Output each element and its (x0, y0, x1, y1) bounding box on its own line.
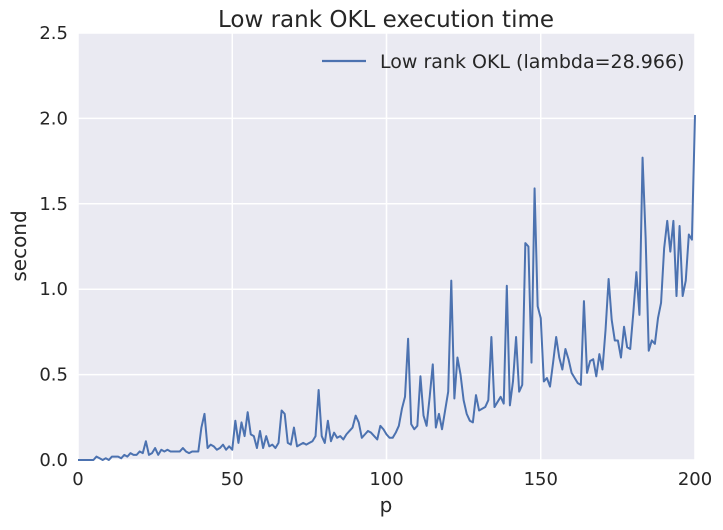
x-tick-label: 200 (678, 469, 712, 490)
y-tick-label: 0.0 (39, 450, 68, 471)
y-axis-label: second (7, 210, 31, 281)
series-line-low-rank-okl (78, 114, 696, 461)
legend: Low rank OKL (lambda=28.966) (322, 51, 684, 73)
x-gridlines (77, 33, 696, 460)
x-tick-label: 50 (221, 469, 244, 490)
y-tick-label: 2.5 (39, 23, 68, 44)
y-gridlines (78, 32, 695, 461)
x-tick-label: 0 (72, 469, 83, 490)
y-tick-label: 0.5 (39, 365, 68, 386)
y-tick-label: 1.0 (39, 279, 68, 300)
x-tick-label: 150 (524, 469, 558, 490)
x-tick-label: 100 (369, 469, 403, 490)
y-tick-label: 1.5 (39, 194, 68, 215)
chart-title: Low rank OKL execution time (218, 7, 554, 33)
x-tick-labels: 0 50 100 150 200 (72, 469, 712, 490)
x-axis-label: p (380, 493, 393, 517)
y-tick-label: 2.0 (39, 108, 68, 129)
y-tick-labels: 0.0 0.5 1.0 1.5 2.0 2.5 (39, 23, 68, 471)
legend-label: Low rank OKL (lambda=28.966) (380, 51, 684, 73)
